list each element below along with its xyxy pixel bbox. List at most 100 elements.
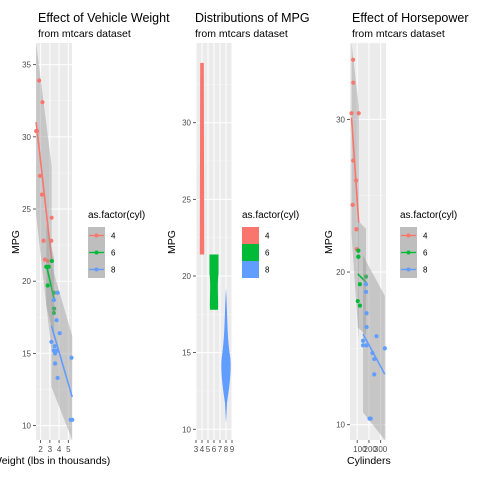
legend-point	[406, 250, 411, 255]
legend-key	[242, 227, 259, 244]
data-point	[351, 80, 356, 85]
smooth-line	[357, 273, 367, 283]
data-point	[49, 215, 54, 220]
legend-label: 8	[423, 266, 428, 275]
data-point	[57, 331, 62, 336]
x-tick-label: 5	[66, 445, 71, 454]
x-axis-title: Weight (lbs in thousands)	[0, 455, 110, 467]
chart-subtitle: from mtcars dataset	[195, 28, 288, 40]
x-tick-label: 300	[374, 445, 388, 454]
x-tick-label: 9	[230, 445, 235, 454]
data-point	[355, 298, 360, 304]
data-point	[55, 375, 60, 381]
y-tick-label: 20	[22, 277, 31, 286]
y-tick-label: 25	[182, 195, 191, 204]
x-tick-label: 5	[206, 445, 211, 454]
data-point	[51, 306, 57, 311]
data-point	[368, 416, 373, 421]
legend-label: 4	[423, 232, 428, 241]
legend: as.factor(cyl) 4 6 8	[242, 210, 299, 278]
data-point	[53, 361, 58, 366]
data-point	[41, 238, 46, 243]
data-point	[36, 78, 42, 83]
chart-panel-1: Effect of Vehicle Weight from mtcars data…	[0, 11, 170, 467]
y-tick-label: 30	[336, 115, 345, 124]
x-tick-label: 4	[200, 445, 205, 454]
data-point	[69, 355, 74, 360]
y-axis-title: MPG	[10, 230, 22, 254]
data-point	[53, 351, 58, 356]
data-point	[363, 289, 369, 294]
y-tick-label: 20	[182, 272, 191, 281]
data-point	[45, 258, 50, 264]
legend-label: 4	[265, 232, 270, 241]
series-8	[360, 255, 387, 440]
data-point	[45, 283, 50, 288]
chart-title: Distributions of MPG	[195, 11, 310, 25]
x-tick-label: 3	[48, 445, 53, 454]
x-tick-label: 8	[224, 445, 229, 454]
data-point	[382, 346, 387, 351]
data-point	[37, 173, 43, 178]
data-point	[364, 311, 369, 316]
y-tick-label: 15	[22, 349, 31, 358]
data-point	[350, 202, 355, 207]
data-point	[40, 100, 45, 105]
data-point	[70, 417, 75, 422]
x-tick-label: 3	[194, 445, 199, 454]
data-point	[49, 339, 54, 344]
smooth-line	[50, 325, 73, 398]
x-axis-title: Cylinders	[347, 455, 391, 467]
legend-title: as.factor(cyl)	[88, 210, 145, 221]
x-tick-label: 4	[57, 445, 62, 454]
data-point	[372, 372, 377, 377]
data-point	[356, 248, 361, 253]
legend-title: as.factor(cyl)	[400, 210, 457, 221]
legend-point	[406, 267, 411, 272]
chart-panel-2: Distributions of MPG from mtcars dataset 1…	[166, 11, 391, 467]
y-tick-label: 25	[22, 205, 31, 214]
x-tick-label: 100	[353, 445, 367, 454]
y-axis-title: MPG	[323, 230, 335, 254]
x-tick-label: 7	[218, 445, 223, 454]
chart-title: Effect of Vehicle Weight	[38, 11, 170, 25]
legend-title: as.factor(cyl)	[242, 210, 299, 221]
plot-background	[350, 43, 386, 440]
confidence-band	[351, 43, 359, 340]
legend-point	[94, 233, 99, 238]
data-point	[51, 310, 57, 316]
data-point	[349, 111, 354, 116]
chart-subtitle: from mtcars dataset	[352, 28, 445, 40]
data-point	[364, 343, 369, 348]
legend-label: 6	[111, 249, 116, 258]
legend-point	[94, 267, 99, 272]
data-point	[356, 111, 361, 116]
confidence-band	[51, 264, 73, 440]
data-point	[49, 258, 54, 264]
violin-4	[199, 62, 205, 255]
data-point	[54, 318, 59, 323]
data-point	[52, 344, 57, 349]
data-point	[360, 343, 366, 348]
data-point	[357, 303, 362, 308]
series-8	[49, 264, 75, 440]
smooth-line	[350, 117, 360, 223]
legend-point	[94, 250, 99, 255]
data-point	[354, 227, 359, 232]
chart-subtitle: from mtcars dataset	[38, 28, 131, 40]
legend-point	[406, 233, 411, 238]
legend-key	[242, 244, 259, 261]
data-point	[364, 324, 369, 330]
y-tick-label: 30	[182, 119, 191, 128]
legend-key	[242, 261, 259, 278]
legend-label: 6	[265, 249, 270, 258]
data-point	[51, 297, 57, 303]
violin-6	[209, 254, 219, 310]
legend-label: 4	[111, 232, 116, 241]
data-point	[357, 282, 362, 287]
legend: as.factor(cyl) 4 6 8	[400, 210, 457, 278]
legend-label: 8	[111, 266, 116, 275]
chart-title: Effect of Horsepower	[352, 11, 469, 25]
smooth-line	[45, 264, 55, 299]
